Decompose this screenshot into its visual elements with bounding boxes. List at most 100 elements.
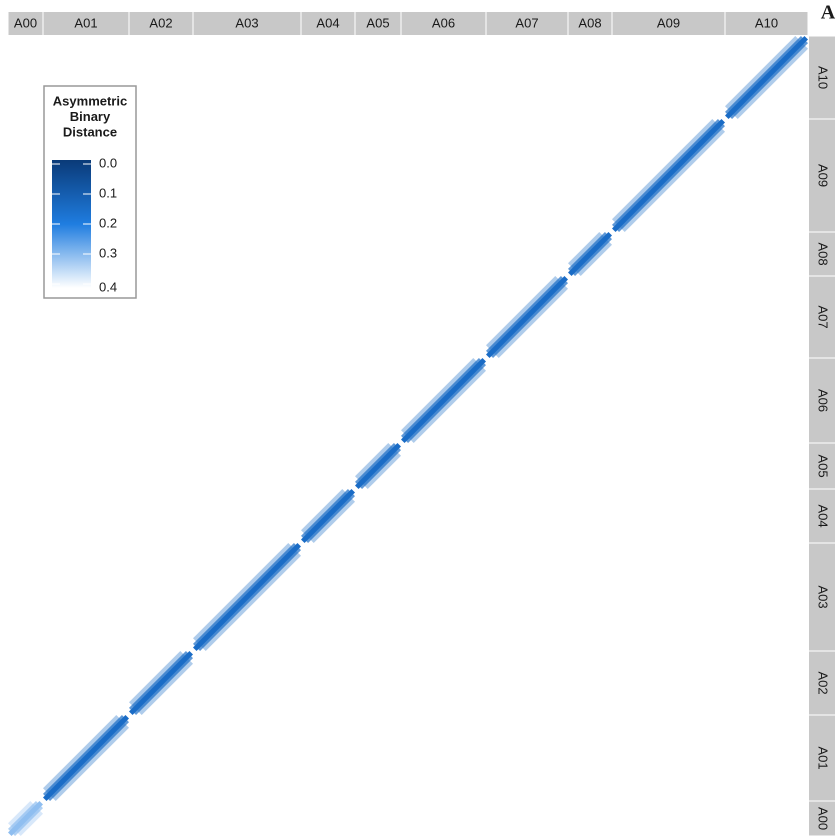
diagonal-block (612, 119, 725, 232)
heatmap-block (301, 801, 355, 836)
heatmap-block (401, 276, 486, 358)
heatmap-block (486, 801, 568, 836)
heatmap-block (43, 801, 129, 836)
heatmap-block (129, 443, 193, 489)
heatmap-block (725, 232, 808, 276)
heatmap-block (355, 232, 401, 276)
colorbar-tick-label: 0.0 (99, 155, 117, 170)
right-strip (809, 651, 835, 715)
diagonal-block (43, 715, 129, 801)
heatmap-block (129, 358, 193, 443)
heatmap-block (301, 443, 355, 489)
top-strip (301, 12, 355, 35)
colorbar-tick-label: 0.2 (99, 215, 117, 230)
heatmap-block (568, 543, 612, 651)
heatmap-block (301, 119, 355, 232)
heatmap-block (486, 232, 568, 276)
right-strip-label: A08 (816, 242, 831, 265)
heatmap-block (486, 443, 568, 489)
heatmap-block (129, 801, 193, 836)
heatmap-block (401, 443, 486, 489)
heatmap-block (725, 543, 808, 651)
plot-area (8, 36, 808, 836)
heatmap-block (355, 715, 401, 801)
top-strip-label: A05 (366, 15, 389, 30)
heatmap-block (355, 358, 401, 443)
top-strip (193, 12, 301, 35)
heatmap-block (486, 489, 568, 543)
top-strip-label: A10 (755, 15, 778, 30)
heatmap-block (301, 651, 355, 715)
heatmap-block (486, 119, 568, 232)
top-strip (725, 12, 808, 35)
heatmap-block (43, 489, 129, 543)
right-strip-label: A02 (816, 671, 831, 694)
top-strip (401, 12, 486, 35)
top-strip-label: A02 (149, 15, 172, 30)
top-strip-label: A04 (316, 15, 339, 30)
heatmap-block (193, 276, 301, 358)
right-strip-label: A07 (816, 305, 831, 328)
heatmap-block (401, 543, 486, 651)
top-strip (43, 12, 129, 35)
heatmap-block (8, 358, 43, 443)
diagonal-block (401, 358, 486, 443)
heatmap-block (401, 232, 486, 276)
heatmap-block (612, 801, 725, 836)
heatmap-block (612, 651, 725, 715)
diagonal-block (301, 489, 355, 543)
heatmap-block (193, 489, 301, 543)
heatmap-block (401, 489, 486, 543)
heatmap-block (43, 651, 129, 715)
heatmap-block (355, 543, 401, 651)
heatmap-block (8, 232, 43, 276)
right-strip-label: A06 (816, 389, 831, 412)
heatmap-block (612, 489, 725, 543)
heatmap-block (8, 489, 43, 543)
heatmap-block (301, 36, 355, 119)
top-strip (8, 12, 43, 35)
right-strip-label: A09 (816, 164, 831, 187)
diagonal-block (8, 801, 43, 836)
heatmap-block (612, 543, 725, 651)
heatmap-block (355, 119, 401, 232)
top-strip (486, 12, 568, 35)
heatmap-block (355, 801, 401, 836)
heatmap-block (725, 801, 808, 836)
heatmap-block (355, 489, 401, 543)
right-strip-label: A00 (816, 807, 831, 830)
heatmap-block (193, 443, 301, 489)
heatmap-block (612, 358, 725, 443)
heatmap-block (612, 36, 725, 119)
diagonal-block (355, 443, 401, 489)
heatmap-block (725, 443, 808, 489)
top-strip-label: A01 (74, 15, 97, 30)
right-strip (809, 443, 835, 489)
heatmap-block (401, 651, 486, 715)
right-strip-label: A05 (816, 454, 831, 477)
heatmap-block (486, 358, 568, 443)
heatmap-block (486, 543, 568, 651)
diagonal-block (568, 232, 612, 276)
heatmap-block (193, 651, 301, 715)
heatmap-block (612, 276, 725, 358)
heatmap-block (401, 36, 486, 119)
heatmap-block (8, 36, 43, 119)
heatmap-block (8, 543, 43, 651)
right-strip-label: A10 (816, 66, 831, 89)
diagonal-block (725, 36, 808, 119)
heatmap-block (193, 715, 301, 801)
heatmap-block (725, 715, 808, 801)
heatmap-block (43, 358, 129, 443)
legend-title: Asymmetric (53, 93, 127, 108)
heatmap-block (612, 232, 725, 276)
diagonal-block (193, 543, 301, 651)
top-strip-label: A03 (235, 15, 258, 30)
right-strip (809, 543, 835, 651)
heatmap-block (568, 443, 612, 489)
heatmap-block (486, 715, 568, 801)
heatmap-block (129, 543, 193, 651)
heatmap-block (8, 715, 43, 801)
